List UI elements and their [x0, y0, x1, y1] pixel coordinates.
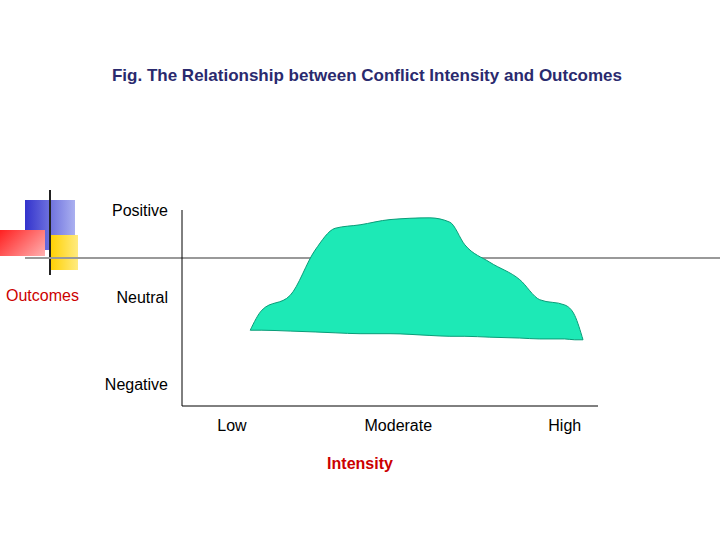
- svg-text:Neutral: Neutral: [116, 289, 168, 306]
- html-text:Intensity: Intensity: [327, 455, 393, 472]
- svg-text:High: High: [548, 417, 581, 434]
- svg-text:Positive: Positive: [112, 202, 168, 219]
- html-text:Fig. The Relationship between: Fig. The Relationship between Conflict I…: [112, 66, 622, 85]
- svg-text:Low: Low: [217, 417, 247, 434]
- html-text:Outcomes: Outcomes: [6, 287, 79, 304]
- svg-text:Negative: Negative: [105, 376, 168, 393]
- svg-text:Moderate: Moderate: [365, 417, 433, 434]
